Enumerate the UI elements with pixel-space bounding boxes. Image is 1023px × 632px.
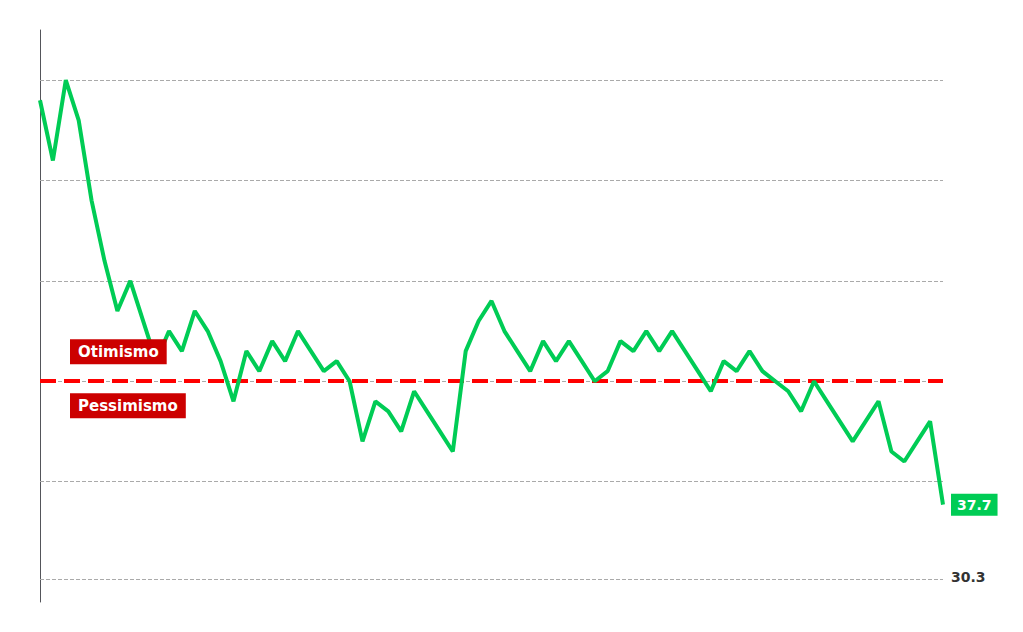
svg-text:30.3: 30.3	[951, 569, 986, 585]
svg-text:37.7: 37.7	[957, 497, 992, 513]
svg-text:Otimismo: Otimismo	[78, 343, 159, 361]
svg-text:Pessimismo: Pessimismo	[78, 397, 178, 415]
